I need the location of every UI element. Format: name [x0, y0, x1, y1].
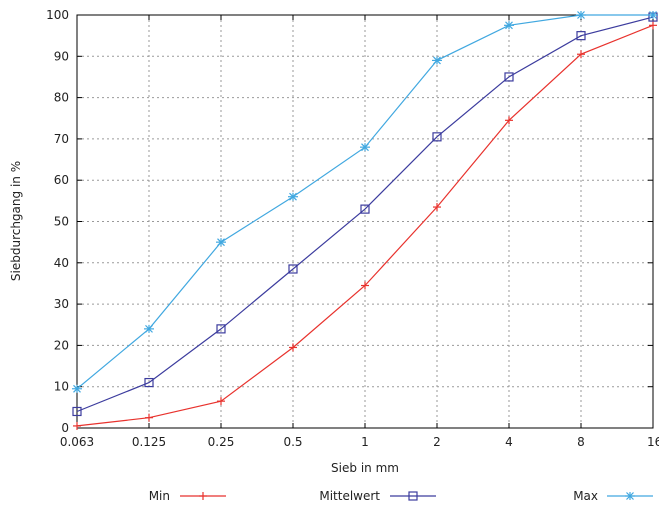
legend: Min Mittelwert Max [149, 489, 653, 503]
x-tick-label: 8 [577, 435, 585, 449]
series-mittelwert [72, 12, 658, 417]
legend-marker [625, 492, 635, 500]
y-tick-label: 90 [54, 49, 69, 63]
data-point-mittelwert [576, 31, 586, 41]
data-point-min [145, 413, 153, 422]
data-point-mittelwert [432, 132, 442, 142]
data-point-max [432, 56, 442, 65]
data-point-min [505, 116, 513, 125]
data-point-min [73, 421, 81, 430]
y-tick-label: 100 [46, 8, 69, 22]
data-point-max [72, 384, 82, 393]
series-line-mittelwert [76, 16, 654, 413]
x-tick-label: 4 [505, 435, 513, 449]
data-point-mittelwert [360, 204, 370, 214]
grid [77, 15, 653, 428]
y-tick-label: 50 [54, 215, 69, 229]
data-point-max [216, 238, 226, 247]
x-tick-label: 0.063 [60, 435, 94, 449]
y-tick-label: 70 [54, 132, 69, 146]
data-point-min [217, 397, 225, 406]
series-max [72, 11, 658, 393]
legend-marker [408, 491, 418, 501]
data-point-mittelwert [144, 377, 154, 388]
x-axis-label: Sieb in mm [331, 461, 399, 475]
series-group [72, 11, 658, 430]
y-tick-label: 30 [54, 297, 69, 311]
x-tick-label: 0.5 [283, 435, 302, 449]
legend-item-min: Min [149, 489, 226, 503]
data-point-mittelwert [504, 72, 514, 82]
data-point-min [649, 21, 657, 30]
legend-item-max: Max [573, 489, 653, 503]
x-tick-label: 2 [433, 435, 441, 449]
y-ticks: 0 10 20 30 40 50 60 70 80 90 100 [46, 8, 653, 435]
x-tick-label: 0.25 [208, 435, 235, 449]
data-point-max [576, 11, 586, 19]
y-tick-label: 0 [61, 421, 69, 435]
y-tick-label: 80 [54, 91, 69, 105]
data-point-max [360, 143, 370, 152]
legend-marker [199, 492, 207, 500]
data-point-min [289, 343, 297, 352]
legend-item-mittelwert: Mittelwert [319, 489, 436, 503]
data-point-mittelwert [288, 264, 298, 274]
data-point-min [361, 281, 369, 290]
x-tick-label: 1 [361, 435, 369, 449]
x-tick-label: 16 [647, 435, 659, 449]
data-point-max [504, 21, 514, 30]
legend-label: Min [149, 489, 170, 503]
data-point-mittelwert [216, 324, 226, 334]
y-axis-label: Siebdurchgang in % [9, 161, 23, 281]
y-tick-label: 60 [54, 173, 69, 187]
data-point-max [288, 192, 298, 201]
data-point-max [648, 11, 658, 19]
x-tick-label: 0.125 [132, 435, 166, 449]
series-min [73, 21, 657, 430]
data-point-min [433, 203, 441, 212]
data-point-max [144, 324, 154, 333]
legend-label: Max [573, 489, 598, 503]
y-tick-label: 40 [54, 256, 69, 270]
data-point-min [577, 50, 585, 59]
data-point-mittelwert [72, 406, 82, 417]
y-tick-label: 10 [54, 380, 69, 394]
legend-label: Mittelwert [319, 489, 380, 503]
y-tick-label: 20 [54, 338, 69, 352]
